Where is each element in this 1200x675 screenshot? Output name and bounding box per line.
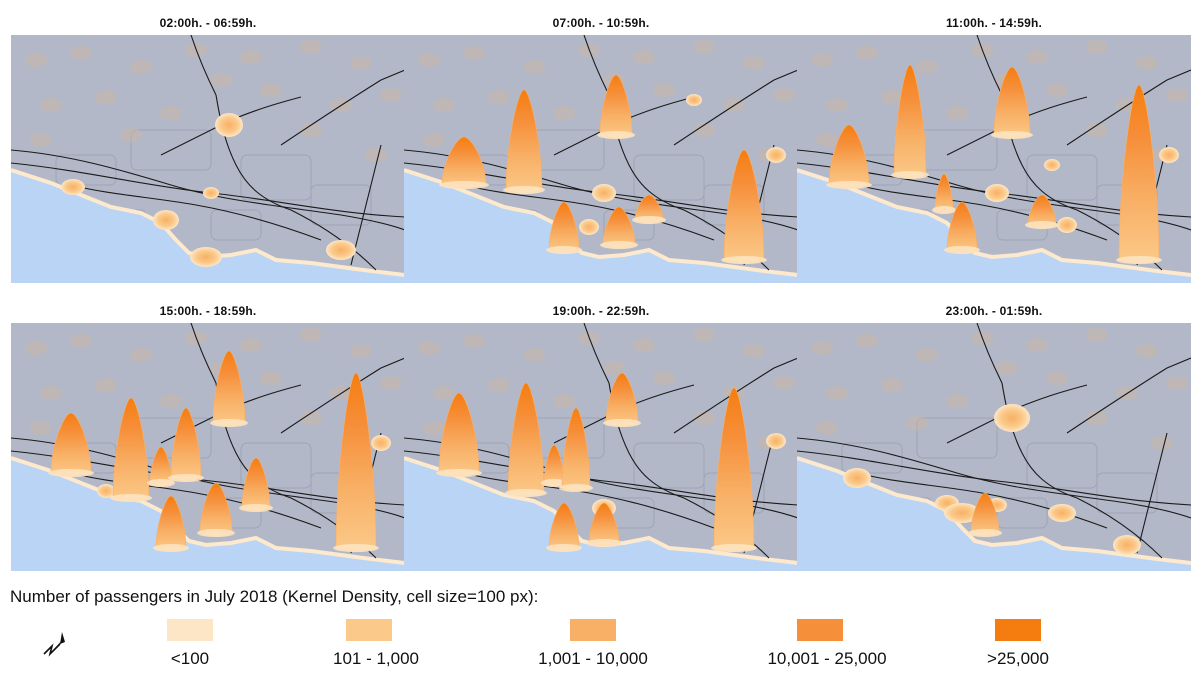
- legend-label: 101 - 1,000: [332, 649, 419, 668]
- coastline: [11, 456, 405, 565]
- density-map: [11, 323, 405, 571]
- density-blobs: [61, 113, 356, 267]
- map-panel-0200-0659: 02:00h. - 06:59h.: [11, 16, 405, 314]
- panel-title: 07:00h. - 10:59h.: [552, 16, 650, 30]
- legend-swatch: [346, 619, 392, 641]
- density-blobs: [97, 435, 391, 498]
- density-blobs: [985, 147, 1179, 233]
- map-panel-2300-0159: 23:00h. - 01:59h.: [797, 304, 1191, 602]
- density-blobs: [579, 94, 786, 235]
- legend-swatch: [570, 619, 616, 641]
- sea-area: [11, 170, 405, 283]
- density-map: [404, 323, 798, 571]
- panel-title: 23:00h. - 01:59h.: [945, 304, 1043, 318]
- coastline: [797, 168, 1191, 277]
- sea-area: [404, 458, 798, 571]
- legend-heading: Number of passengers in July 2018 (Kerne…: [10, 587, 539, 606]
- low-density-halos: [811, 328, 1188, 450]
- map-panel-1100-1459: 11:00h. - 14:59h.: [797, 16, 1191, 314]
- north-arrow-icon: [43, 632, 65, 657]
- density-map: [404, 35, 798, 283]
- density-peaks: [826, 64, 1162, 264]
- density-peaks: [436, 372, 757, 552]
- panel-title: 19:00h. - 22:59h.: [552, 304, 650, 318]
- legend-label: >25,000: [987, 649, 1049, 668]
- legend-swatch: [167, 619, 213, 641]
- coastline: [797, 456, 1191, 565]
- density-peaks: [439, 74, 767, 264]
- legend-swatch: [797, 619, 843, 641]
- coastline: [404, 168, 798, 277]
- density-peaks: [968, 492, 1002, 537]
- panel-title: 11:00h. - 14:59h.: [945, 16, 1043, 30]
- legend-label: 1,001 - 10,000: [538, 649, 648, 668]
- sea-area: [11, 458, 405, 571]
- low-density-halos: [25, 40, 402, 162]
- density-peaks: [48, 350, 379, 552]
- legend-label: 10,001 - 25,000: [767, 649, 887, 668]
- panel-title: 02:00h. - 06:59h.: [159, 16, 257, 30]
- density-map: [11, 35, 405, 283]
- map-panel-1500-1859: 15:00h. - 18:59h.: [11, 304, 405, 602]
- legend-swatch: [995, 619, 1041, 641]
- density-map: [797, 323, 1191, 571]
- density-map: [797, 35, 1191, 283]
- sea-area: [797, 170, 1191, 283]
- map-panel-0700-1059: 07:00h. - 10:59h.: [404, 16, 798, 314]
- map-panel-1900-2259: 19:00h. - 22:59h.: [404, 304, 798, 602]
- panel-title: 15:00h. - 18:59h.: [159, 304, 257, 318]
- legend-label: <100: [170, 649, 210, 668]
- built-up-areas: [841, 417, 1158, 529]
- sea-area: [797, 458, 1191, 571]
- sea-area: [404, 170, 798, 283]
